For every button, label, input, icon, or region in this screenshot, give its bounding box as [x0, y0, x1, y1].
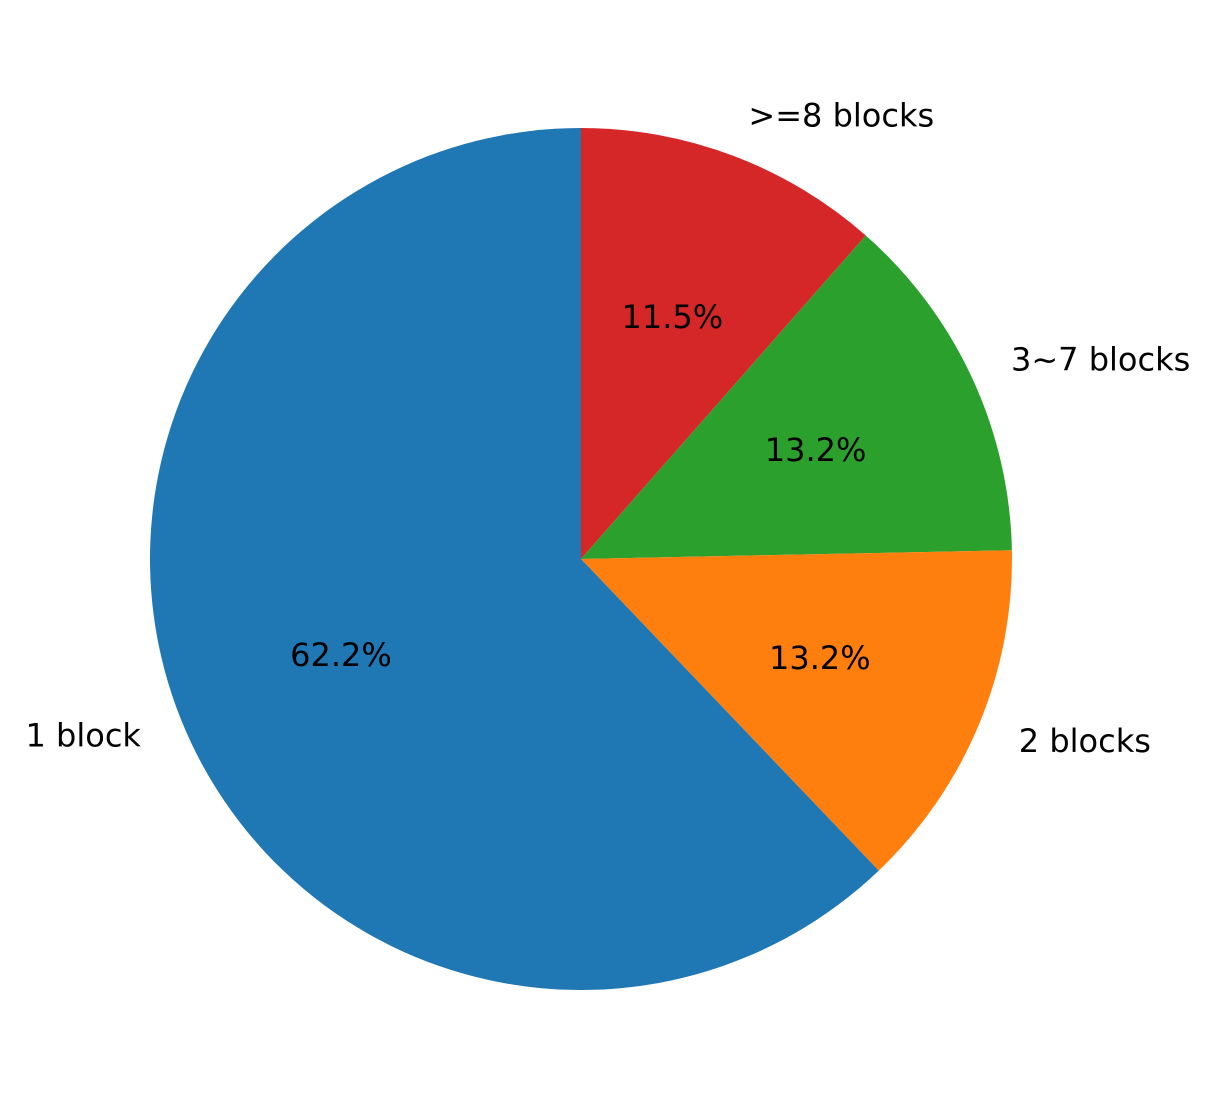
- category-label-2-blocks: 2 blocks: [1019, 722, 1151, 760]
- percent-label-2-blocks: 13.2%: [769, 639, 871, 677]
- percent-label-1-block: 62.2%: [290, 636, 392, 674]
- category-labels: >=8 blocks 3~7 blocks 2 blocks 1 block: [26, 96, 1191, 760]
- percent-label-3-7-blocks: 13.2%: [765, 431, 867, 469]
- pie-slice-3-7-blocks: [581, 235, 1012, 559]
- category-label-3-7-blocks: 3~7 blocks: [1011, 340, 1190, 378]
- pie-slice-1-block: [150, 128, 879, 990]
- pie-slice-2-blocks: [581, 550, 1012, 871]
- percent-labels: 11.5% 13.2% 13.2% 62.2%: [290, 298, 870, 677]
- category-label-8-blocks: >=8 blocks: [748, 96, 934, 134]
- category-label-1-block: 1 block: [26, 716, 142, 754]
- pie-slice-8-blocks: [581, 128, 866, 559]
- percent-label-8-blocks: 11.5%: [621, 298, 723, 336]
- pie-slices: [150, 128, 1012, 990]
